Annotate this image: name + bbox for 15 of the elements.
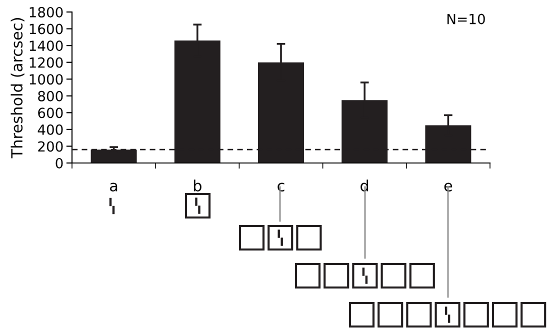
x-tick-label: b [194, 180, 202, 192]
y-tick-label: 1800 [30, 6, 63, 18]
annotation: N=10 [447, 14, 485, 24]
y-tick-label: 600 [38, 108, 63, 118]
y-tick-label: 1000 [30, 74, 63, 85]
y-tick-label: 400 [38, 124, 63, 135]
x-tick-label: d [360, 180, 368, 192]
y-axis-title: Threshold (arcsec) [10, 18, 24, 158]
y-tick-label: 1600 [30, 24, 63, 34]
y-tick-label: 0 [56, 158, 63, 168]
y-tick-label: 800 [38, 90, 63, 102]
y-tick-label: 1200 [30, 57, 63, 68]
y-tick-label: 200 [38, 141, 63, 152]
y-tick-label: 1400 [30, 40, 63, 52]
x-tick-label: a [110, 182, 118, 192]
